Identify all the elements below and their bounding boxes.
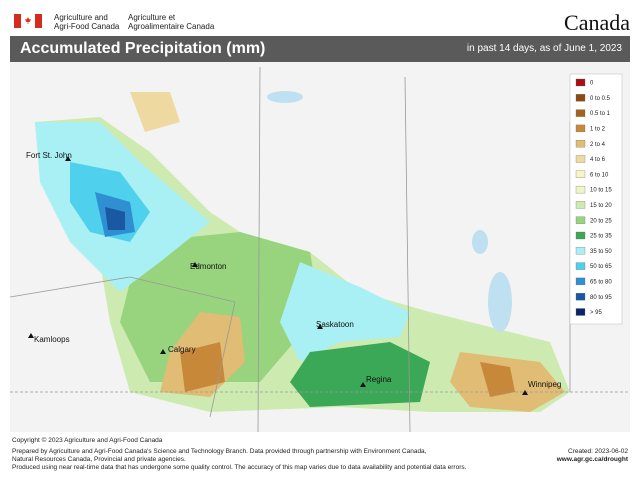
footer-note: Prepared by Agriculture and Agri-Food Ca… [12,448,427,455]
city-label: Fort St. John [26,151,72,160]
created: Created: 2023-06-02 [568,448,628,455]
legend-swatch [575,247,586,255]
legend-label: 0 [590,81,594,87]
lakes [267,91,512,332]
legend-label: 1 to 2 [590,126,606,132]
city-label: Winnipeg [528,380,561,389]
legend-swatch [575,124,586,133]
city-label: Edmonton [190,262,226,271]
legend-swatch [575,140,586,148]
agency-en: Agriculture and Agri-Food Canada [54,13,120,31]
copyright: Copyright © 2023 Agriculture and Agri-Fo… [12,437,163,444]
legend-label: 4 to 6 [590,157,606,163]
legend-swatch [575,277,586,286]
city-label: Calgary [168,345,196,354]
city-label: Regina [366,375,392,384]
legend-swatch [575,293,586,301]
legend-label: 50 to 65 [590,264,612,270]
legend-swatch [575,308,586,316]
legend-label: > 95 [590,310,603,316]
legend: 0 0 to 0.5 0.5 to 1 1 to 2 2 to 4 4 to 6 6 to … [569,73,623,325]
legend-label: 20 to 25 [590,218,612,224]
map: Fort St. John Edmonton Kamloops Calgary … [10,62,630,432]
legend-swatch [575,155,586,163]
cities: Fort St. John Edmonton Kamloops Calgary … [26,151,561,395]
title: Accumulated Precipitation (mm) [20,40,266,57]
footer-note: Produced using near real-time data that … [12,464,467,471]
legend-label: 15 to 20 [590,203,612,209]
legend-swatch [575,109,586,117]
legend-label: 0 to 0.5 [590,96,611,102]
url: www.agr.gc.ca/drought [556,456,628,463]
legend-label: 25 to 35 [590,234,612,240]
wordmark: Canada [564,10,630,35]
legend-swatch [575,231,586,240]
subtitle: in past 14 days, as of June 1, 2023 [466,43,622,54]
legend-label: 65 to 80 [590,279,612,285]
legend-swatch [575,201,586,209]
legend-label: 80 to 95 [590,295,612,301]
agency-fr: Agriculture et Agroalimentaire Canada [128,13,215,31]
footer-note: Natural Resources Canada, Provincial and… [12,456,186,463]
city-label: Kamloops [34,335,70,344]
legend-swatch [575,94,586,102]
legend-swatch [575,262,586,270]
legend-label: 6 to 10 [590,172,609,178]
precip-shading [35,92,570,412]
legend-swatch [575,216,586,224]
legend-swatch [575,78,586,87]
city-label: Saskatoon [316,320,354,329]
legend-label: 10 to 15 [590,188,612,194]
title-bar: Accumulated Precipitation (mm) in past 1… [10,36,630,62]
legend-label: 35 to 50 [590,249,612,255]
legend-label: 0.5 to 1 [590,111,611,117]
legend-label: 2 to 4 [590,142,606,148]
legend-swatch [575,185,586,194]
flag [14,14,42,28]
legend-swatch [575,170,586,178]
